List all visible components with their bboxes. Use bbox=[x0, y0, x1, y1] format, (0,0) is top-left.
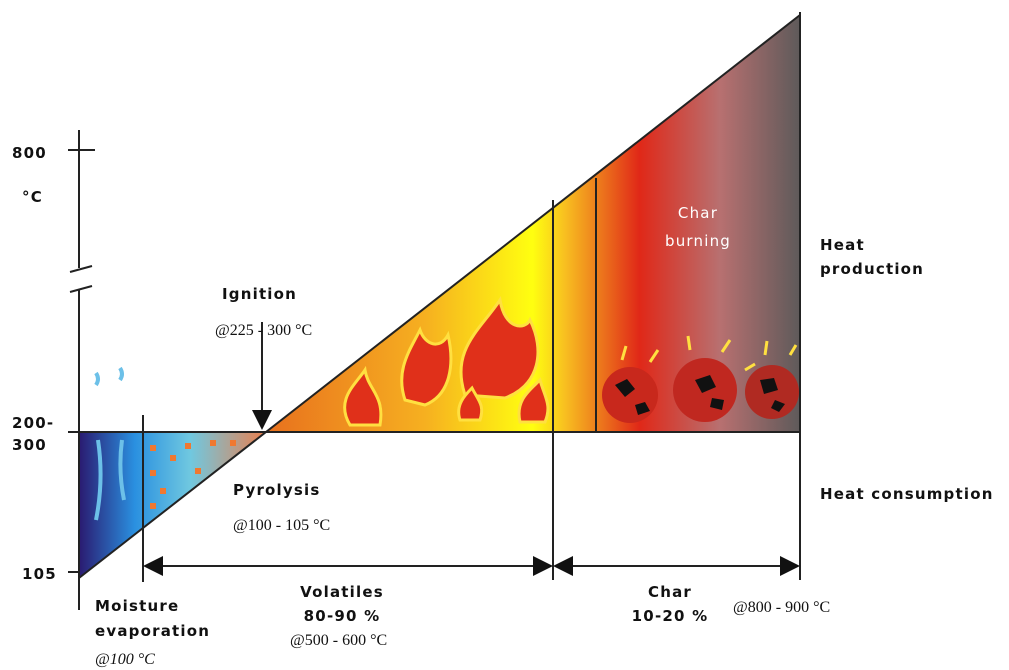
axis-break bbox=[70, 266, 92, 272]
stage-temp: @500 - 600 °C bbox=[290, 632, 387, 649]
stage-label: Moisture bbox=[95, 597, 179, 615]
diagram: 800 °C 200- 300 105 Ignition @225 - 300 … bbox=[0, 0, 1009, 670]
heat-consumption: Heat consumption bbox=[820, 485, 994, 503]
pyrolysis-label: Pyrolysis bbox=[233, 481, 320, 499]
axis-label: 105 bbox=[22, 565, 57, 583]
stage-label: 10-20 % bbox=[632, 607, 709, 625]
axis-label: 300 bbox=[12, 436, 47, 454]
axis-label: 800 bbox=[12, 144, 47, 162]
page: html, body { margin: 0; padding: 0; back… bbox=[0, 0, 1009, 670]
axis-unit: °C bbox=[22, 188, 43, 206]
stage-label: Char bbox=[648, 583, 692, 601]
char-burning: burning bbox=[665, 232, 731, 250]
ignition-label: Ignition bbox=[222, 285, 297, 303]
stage-label: evaporation bbox=[95, 622, 210, 640]
char-burning: Char bbox=[678, 204, 718, 222]
stage-label: 80-90 % bbox=[304, 607, 381, 625]
char-ball bbox=[602, 367, 658, 423]
heat-production: production bbox=[820, 260, 924, 278]
char-ball bbox=[745, 365, 799, 419]
heat-production: Heat bbox=[820, 236, 865, 254]
stage-label: Volatiles bbox=[300, 583, 384, 601]
axis-label: 200- bbox=[12, 414, 54, 432]
stage-temp: @100 °C bbox=[95, 651, 155, 668]
ignition-temp: @225 - 300 °C bbox=[215, 322, 312, 339]
axis-break bbox=[70, 286, 92, 292]
pyrolysis-temp: @100 - 105 °C bbox=[233, 517, 330, 534]
body: {"axis": {"ticks": ["800", "200-", "300"… bbox=[0, 0, 1009, 670]
stage-temp: @800 - 900 °C bbox=[733, 599, 830, 616]
